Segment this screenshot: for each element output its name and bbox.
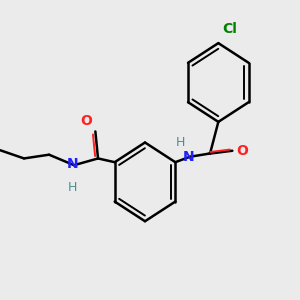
Text: N: N <box>182 151 194 164</box>
Text: H: H <box>176 136 185 148</box>
Text: Cl: Cl <box>222 22 237 36</box>
Text: N: N <box>67 158 78 171</box>
Text: O: O <box>236 144 248 158</box>
Text: O: O <box>80 114 92 128</box>
Text: H: H <box>68 181 77 194</box>
